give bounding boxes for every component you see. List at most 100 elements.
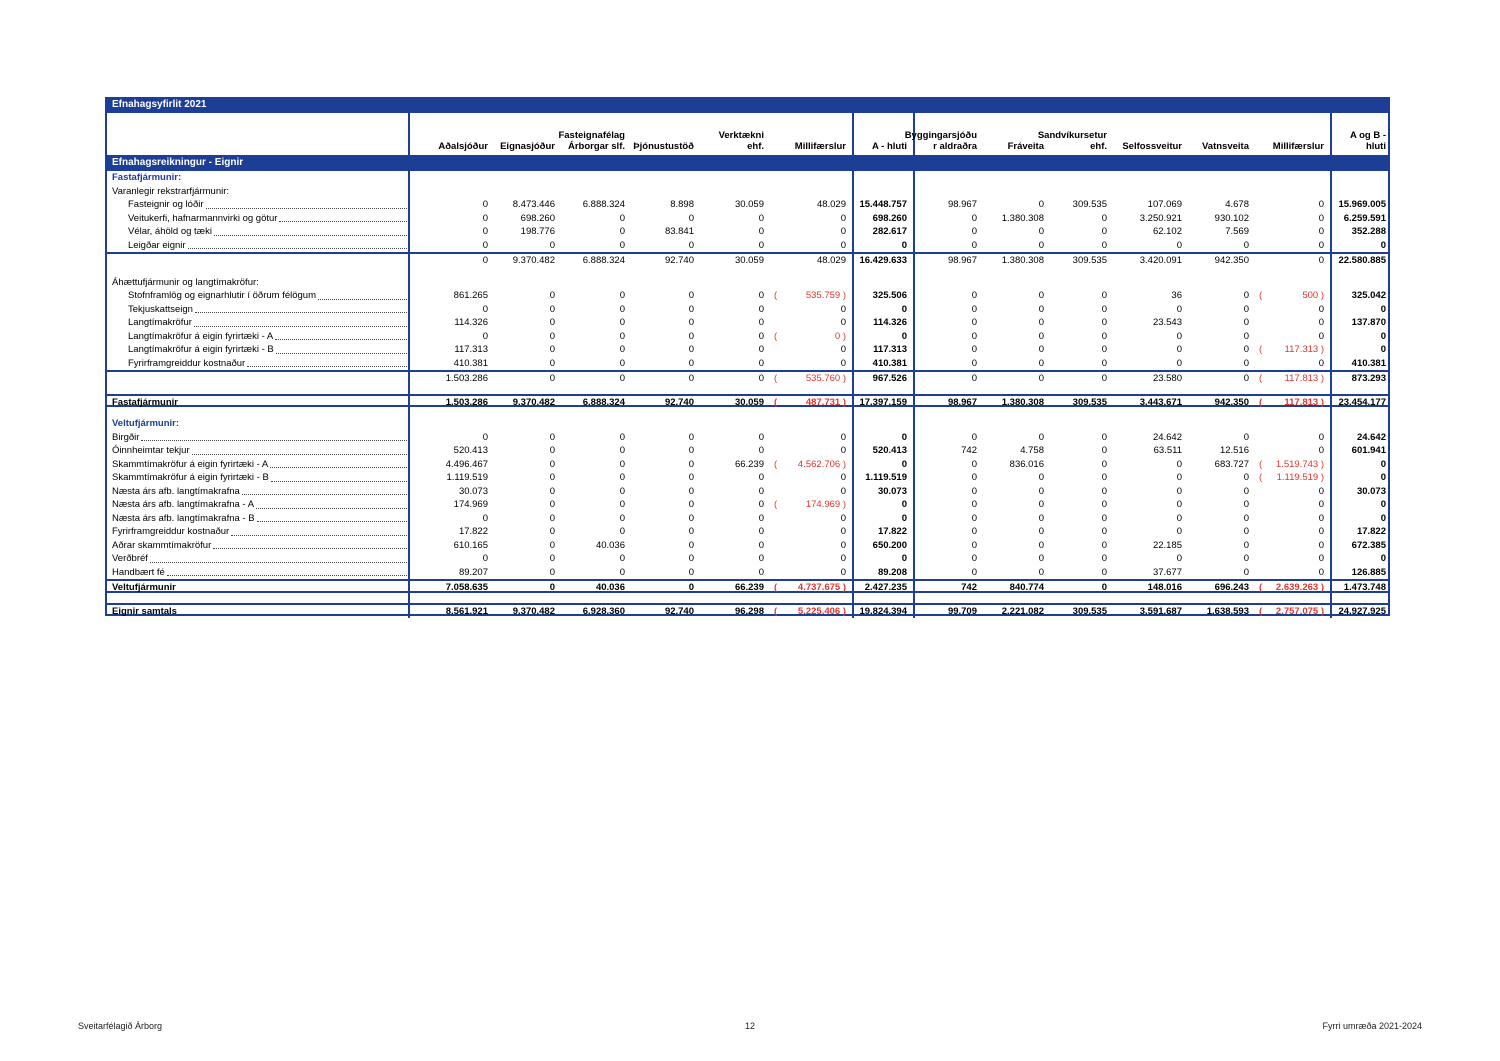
cell: 0 (1038, 317, 1044, 328)
cell: 0 (1318, 499, 1324, 510)
dotted-leader (275, 352, 407, 354)
cell: 683.727 (1214, 458, 1249, 470)
dotted-leader (270, 480, 407, 482)
cell (1050, 276, 1113, 290)
cell: 0 (688, 373, 694, 384)
cell: 0 (852, 302, 915, 316)
cell (983, 407, 1050, 417)
cell: 198.776 (520, 226, 555, 237)
cell: 0 (840, 239, 846, 251)
cell (1050, 407, 1113, 417)
cell: 0 (1176, 553, 1182, 564)
cell: 30.059 (734, 255, 764, 266)
cell: 0 (758, 330, 764, 342)
cell: 0 (971, 373, 977, 384)
table-row: Aðrar skammtímakröfur 610.165 0 40.036 0 0 0 65… (107, 538, 1388, 552)
cell (408, 417, 494, 431)
row-label: Fyrirframgreiddur kostnaður (107, 357, 408, 371)
dotted-leader (213, 234, 407, 236)
cell (1050, 384, 1113, 394)
cell (915, 417, 983, 431)
cell: 0 (1243, 539, 1249, 551)
cell-negative: (117.813 ) (1259, 396, 1324, 408)
column-header: Aðalsjóður (408, 113, 494, 155)
cell (1113, 185, 1188, 199)
table-row: Áhættufjármunir og langtímakröfur: (107, 275, 1388, 290)
cell: 309.535 (1072, 199, 1107, 210)
cell: 30.059 (734, 199, 764, 210)
cell (494, 593, 561, 603)
cell (631, 276, 700, 290)
cell: 9.370.482 (512, 396, 555, 408)
column-header: Verktækni ehf. (718, 130, 764, 152)
cell: 0 (688, 344, 694, 355)
cell: 4.496.467 (408, 457, 494, 471)
cell: 0 (852, 238, 915, 252)
cell: 114.326 (852, 316, 915, 330)
row-label-text: Vélar, áhöld og tæki (128, 226, 212, 237)
cell (1050, 185, 1113, 199)
cell (1188, 593, 1255, 603)
cell (1330, 171, 1392, 185)
row-label (107, 407, 408, 417)
cell (494, 266, 561, 276)
cell: 0 (1101, 344, 1107, 355)
cell: 0 (758, 499, 764, 510)
cell: 0 (1330, 238, 1392, 252)
cell: 601.941 (1330, 444, 1392, 458)
cell: 0 (1038, 226, 1044, 237)
title-bar: Efnahagsyfirlit 2021 (107, 97, 1388, 113)
cell (494, 276, 561, 290)
cell: 23.580 (1152, 373, 1182, 384)
cell: 0 (1330, 511, 1392, 525)
dotted-leader (213, 548, 407, 549)
cell (1255, 185, 1330, 199)
cell: 672.385 (1330, 538, 1392, 552)
cell (1188, 171, 1255, 185)
cell (494, 407, 561, 417)
row-label-text: Fastafjármunir: (112, 172, 182, 183)
cell: 0 (549, 566, 555, 578)
cell: 0 (619, 566, 625, 578)
cell: 92.740 (664, 605, 694, 617)
cell-negative: (117.313 ) (1259, 344, 1324, 355)
cell (561, 171, 631, 185)
table-row: 1.503.286 0 0 0 0 (535.760 ) 967.526 0 0 0 23.580 0… (107, 370, 1388, 386)
cell: 0 (1318, 212, 1324, 224)
cell: 8.898 (670, 199, 694, 210)
cell: 0 (1101, 512, 1107, 524)
table-row: Langtímakröfur á eigin fyrirtæki - A 0 0 0 0… (107, 329, 1388, 343)
cell (631, 417, 700, 431)
cell (770, 171, 852, 185)
row-label: Birgðir (107, 431, 408, 445)
cell: 117.313 (852, 343, 915, 357)
table-row: Fyrirframgreiddur kostnaður 410.381 0 0 0 0 0 4… (107, 356, 1388, 371)
cell: 0 (619, 239, 625, 251)
row-label: Skammtímakröfur á eigin fyrirtæki - B (107, 471, 408, 485)
cell (1330, 184, 1392, 198)
cell: 742 (961, 445, 977, 456)
cell: 410.381 (408, 356, 494, 370)
cell: 0 (758, 226, 764, 237)
cell (408, 407, 494, 417)
cell: 0 (549, 431, 555, 443)
cell: 40.036 (595, 539, 625, 551)
cell: 0 (688, 553, 694, 564)
cell: 62.102 (1152, 226, 1182, 237)
cell (1255, 407, 1330, 417)
cell: 0 (971, 512, 977, 524)
footer-organization: Sveitarfélagið Árborg (78, 1021, 163, 1031)
cell (1188, 185, 1255, 199)
cell: 1.380.308 (1001, 212, 1044, 224)
row-label: Leigðar eignir (107, 239, 408, 253)
cell: 15.448.757 (852, 198, 915, 212)
cell: 0 (688, 582, 694, 593)
cell: 37.677 (1152, 566, 1182, 578)
cell: 0 (971, 212, 977, 224)
cell (631, 407, 700, 417)
row-label: Áhættufjármunir og langtímakröfur: (107, 276, 408, 290)
row-label: Næsta árs afb. langtímakrafna (107, 485, 408, 499)
row-label: Veitukerfi, hafnarmannvirki og götur (107, 212, 408, 226)
cell: 0 (758, 553, 764, 564)
